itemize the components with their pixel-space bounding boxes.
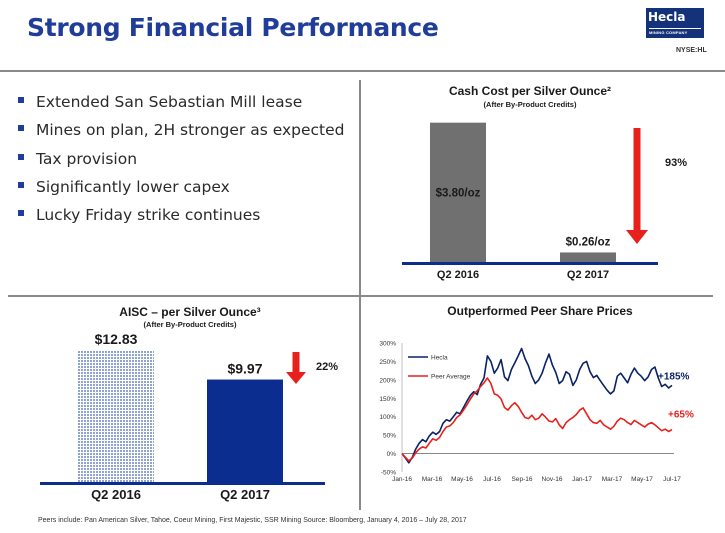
footer-note: Peers include: Pan American Silver, Taho… — [38, 517, 467, 524]
aisc-baseline — [40, 482, 325, 485]
logo-tagline: MINING COMPANY — [649, 30, 688, 35]
peer-chart-title: Outperformed Peer Share Prices — [447, 304, 633, 318]
peer-x-tick-label: Mar-17 — [602, 476, 623, 483]
peer-y-tick-label: 0% — [387, 451, 397, 458]
bullet-text: Tax provision — [36, 149, 138, 168]
bullet-list: Extended San Sebastian Mill lease Mines … — [18, 93, 345, 234]
peer-y-tick-label: 250% — [379, 359, 396, 366]
header-divider — [0, 70, 725, 72]
peer-y-tick-label: 300% — [379, 341, 396, 348]
peer-average-series-line — [401, 377, 673, 462]
aisc-category-label: Q2 2017 — [220, 487, 270, 502]
page-title: Strong Financial Performance — [27, 13, 439, 42]
bullet-marker-icon — [18, 97, 24, 103]
peer-y-tick-label: 100% — [379, 414, 396, 421]
peer-y-tick-label: 200% — [379, 377, 396, 384]
aisc-data-label: $9.97 — [227, 361, 262, 377]
peer-x-tick-label: May-17 — [631, 476, 653, 483]
cash-cost-baseline — [402, 262, 658, 265]
cash-cost-category-label: Q2 2017 — [567, 269, 609, 281]
peer-y-tick-label: 50% — [383, 433, 396, 440]
bullet-item: Tax provision — [18, 150, 345, 178]
peer-x-tick-label: Jan-17 — [572, 476, 592, 483]
peer-x-tick-label: Sep-16 — [512, 476, 533, 483]
cash-cost-down-arrow-icon — [626, 128, 648, 244]
bullet-text: Extended San Sebastian Mill lease — [36, 93, 303, 111]
logo-name: Hecla — [648, 10, 686, 24]
aisc-change-label: 22% — [316, 361, 339, 373]
peer-series-end-label: +185% — [658, 371, 690, 382]
company-logo: Hecla MINING COMPANY — [646, 8, 704, 38]
bullet-marker-icon — [18, 125, 24, 132]
aisc-bar — [78, 350, 154, 482]
aisc-data-label: $12.83 — [95, 331, 138, 347]
bullet-marker-icon — [18, 210, 24, 217]
aisc-category-label: Q2 2016 — [91, 487, 141, 502]
ticker-label: NYSE:HL — [676, 47, 707, 54]
peer-y-tick-label: -50% — [381, 470, 396, 477]
cash-cost-data-label: $3.80/oz — [436, 188, 481, 200]
cash-cost-bar — [430, 122, 486, 263]
peer-x-tick-label: Jan-16 — [392, 476, 412, 483]
bullet-item: Mines on plan, 2H stronger as expected — [18, 121, 345, 149]
bullet-item: Significantly lower capex — [18, 178, 345, 206]
aisc-chart-subtitle: (After By-Product Credits) — [143, 320, 237, 329]
cash-cost-chart-subtitle: (After By-Product Credits) — [483, 100, 577, 109]
bullet-item: Extended San Sebastian Mill lease — [18, 93, 345, 121]
cash-cost-bar — [560, 252, 616, 262]
bullet-text: Mines on plan, 2H stronger as expected — [36, 121, 345, 140]
bullet-item: Lucky Friday strike continues — [18, 206, 345, 234]
cash-cost-change-label: 93% — [665, 157, 688, 169]
peer-legend-label: Hecla — [431, 355, 448, 362]
bullet-text: Lucky Friday strike continues — [36, 206, 261, 225]
peer-x-tick-label: Jul-17 — [663, 476, 681, 483]
peer-series-end-label: +65% — [668, 410, 694, 421]
peer-x-tick-label: May-16 — [451, 476, 473, 483]
cash-cost-data-label: $0.26/oz — [566, 236, 611, 248]
peer-x-tick-label: Jul-16 — [483, 476, 501, 483]
peer-legend-label: Peer Average — [431, 374, 471, 381]
bullet-marker-icon — [18, 181, 24, 188]
bullet-marker-icon — [18, 153, 24, 160]
hecla-series-line — [401, 347, 673, 464]
peer-x-tick-label: Mar-16 — [422, 476, 443, 483]
peer-y-tick-label: 150% — [379, 396, 396, 403]
bullet-text: Significantly lower capex — [36, 177, 230, 196]
cash-cost-chart-title: Cash Cost per Silver Ounce² — [448, 84, 612, 98]
horizontal-divider — [8, 295, 713, 297]
logo-rule — [649, 28, 701, 29]
aisc-bar — [207, 379, 283, 482]
cash-cost-category-label: Q2 2016 — [437, 269, 479, 281]
aisc-chart-title: AISC – per Silver Ounce³ — [119, 305, 261, 319]
peer-x-tick-label: Nov-16 — [542, 476, 563, 483]
aisc-down-arrow-icon — [286, 352, 306, 384]
